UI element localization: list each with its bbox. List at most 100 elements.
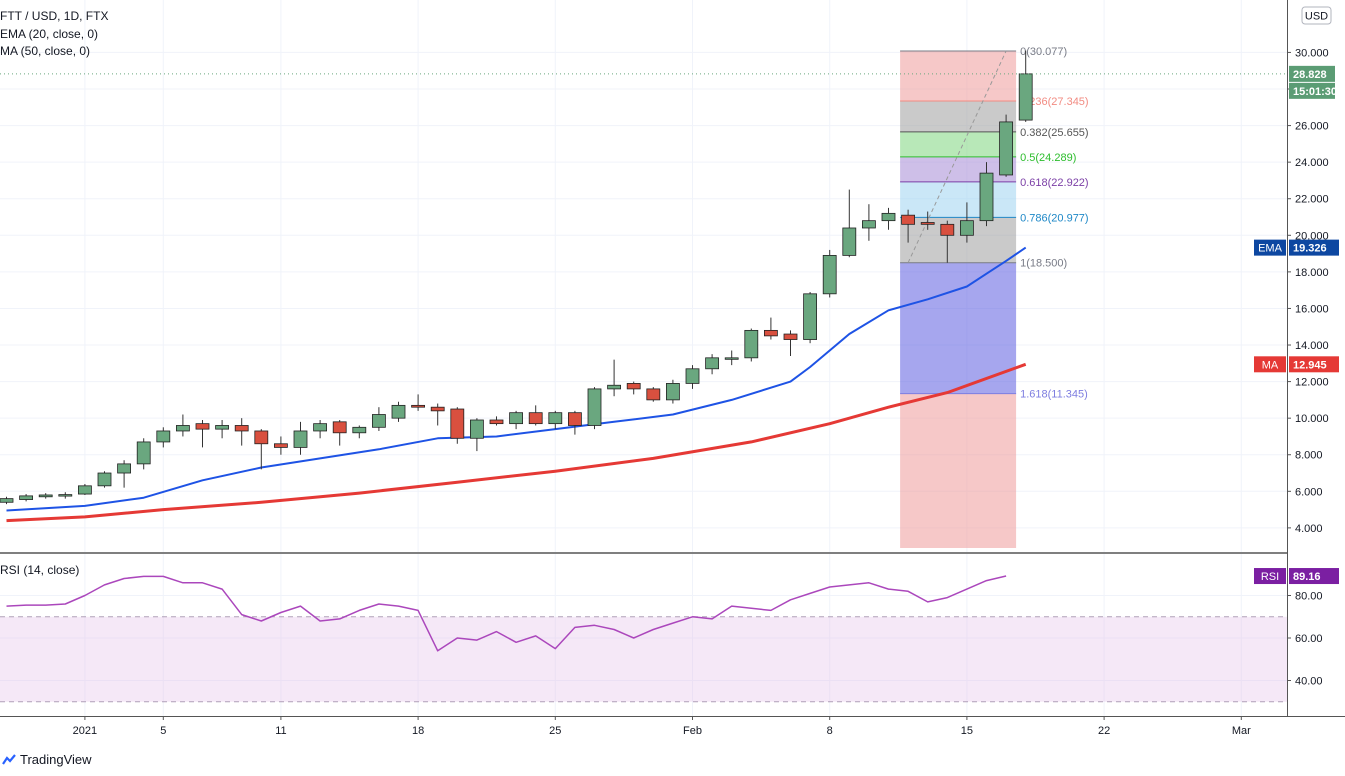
candle-body xyxy=(646,388,661,401)
ma-50-line xyxy=(6,362,1027,523)
candle-up xyxy=(371,407,386,431)
price-tick-label: 20.000 xyxy=(1295,230,1329,242)
ma-badge-value: 12.945 xyxy=(1293,359,1327,371)
candle-body xyxy=(764,329,778,337)
candle-up xyxy=(822,249,837,298)
candle-body xyxy=(901,214,915,225)
candle-body xyxy=(175,425,190,432)
candle-body xyxy=(78,485,92,495)
candle-body xyxy=(411,404,426,408)
price-tick-label: 10.000 xyxy=(1295,413,1329,425)
candle-up xyxy=(469,418,484,452)
time-tick-label: 2021 xyxy=(73,725,97,737)
ma-badge-value-box xyxy=(1289,356,1339,373)
fib-zone xyxy=(900,100,1017,132)
candle-up xyxy=(862,204,876,241)
candle-up xyxy=(38,493,53,499)
candle-body xyxy=(254,430,269,445)
price-tick-label: 24.000 xyxy=(1295,157,1329,169)
candle-down xyxy=(646,387,661,402)
candle-down xyxy=(430,403,445,426)
candle-up xyxy=(607,359,621,397)
candle-up xyxy=(666,379,680,404)
ema-badge-value-box xyxy=(1289,239,1339,256)
candle-body xyxy=(685,368,700,384)
countdown-badge-text: 15:01:30 xyxy=(1293,86,1337,98)
time-tick-label: 22 xyxy=(1098,725,1110,737)
candle-body xyxy=(822,255,837,295)
candle-body xyxy=(313,423,328,432)
ema-badge-label-box xyxy=(1254,239,1286,256)
price-tick-label: 4.000 xyxy=(1295,523,1323,535)
candle-body xyxy=(666,383,680,401)
candle-up xyxy=(803,291,817,344)
price-tick-label: 6.000 xyxy=(1295,486,1323,498)
candle-body xyxy=(744,329,759,359)
candle-body xyxy=(724,357,739,360)
last-price-badge: 28.828 xyxy=(1289,65,1335,82)
candle-up xyxy=(744,328,759,362)
ema-badge-value: 19.326 xyxy=(1293,243,1327,255)
fib-level-label: 1(18.500) xyxy=(1020,258,1067,270)
candle-body xyxy=(352,426,367,434)
price-tick-label: 26.000 xyxy=(1295,121,1329,133)
candle-body xyxy=(881,212,896,222)
fib-level-label: 0.236(27.345) xyxy=(1020,96,1089,108)
candle-body xyxy=(626,383,641,390)
fib-zone xyxy=(900,217,1017,263)
rsi-tick-label: 40.00 xyxy=(1295,676,1323,688)
ma-badge-label: MA xyxy=(1262,359,1279,371)
candle-body xyxy=(293,430,308,448)
candle-up xyxy=(979,162,994,227)
candle-body xyxy=(156,430,171,443)
candle-body xyxy=(391,404,406,419)
candle-body xyxy=(568,412,582,426)
candle-body xyxy=(469,419,484,439)
currency-box xyxy=(1301,6,1332,25)
candle-body xyxy=(862,220,876,229)
candle-body xyxy=(587,388,602,426)
candle-body xyxy=(999,121,1013,176)
candle-down xyxy=(568,410,582,435)
candle-body xyxy=(450,408,465,439)
candle-body xyxy=(528,412,543,425)
candle-body xyxy=(117,463,131,474)
ema-badge: EMA 19.326 xyxy=(1254,239,1339,256)
candle-body xyxy=(234,425,249,432)
fib-level-label: 0(30.077) xyxy=(1020,46,1067,58)
candle-up xyxy=(881,207,896,230)
time-tick-label: 25 xyxy=(549,725,561,737)
candle-up xyxy=(391,401,406,422)
tradingview-logo-icon xyxy=(2,753,16,765)
candle-up xyxy=(293,421,308,455)
fib-zone xyxy=(900,393,1017,548)
rsi-legend[interactable]: RSI (14, close) xyxy=(0,563,80,577)
candle-down xyxy=(901,209,915,243)
candle-down xyxy=(195,419,210,448)
currency-badge[interactable]: USD xyxy=(1301,6,1332,25)
fib-zone xyxy=(900,51,1017,101)
candle-down xyxy=(450,407,465,444)
fib-zone xyxy=(900,181,1017,218)
price-tick-label: 18.000 xyxy=(1295,267,1329,279)
candle-up xyxy=(509,410,524,430)
candle-up xyxy=(548,410,563,430)
currency-label: USD xyxy=(1305,11,1328,23)
candle-body xyxy=(979,172,994,222)
ma-legend[interactable]: MA (50, close, 0) xyxy=(0,44,91,58)
price-tick-label: 16.000 xyxy=(1295,303,1329,315)
fibonacci-retracement: 0(30.077) 0.236(27.345) 0.382(25.655) 0.5(2… xyxy=(900,46,1089,548)
candle-down xyxy=(489,416,504,426)
candle-up xyxy=(156,427,171,448)
symbol-legend[interactable]: FTT / USD, 1D, FTX xyxy=(0,9,109,23)
candle-up xyxy=(136,438,151,470)
candle-up xyxy=(705,354,719,375)
price-tick-label: 14.000 xyxy=(1295,340,1329,352)
ema-legend[interactable]: EMA (20, close, 0) xyxy=(0,27,99,41)
candle-down xyxy=(783,330,798,356)
tradingview-watermark[interactable]: TradingView xyxy=(2,752,92,767)
candle-body xyxy=(371,414,386,428)
fib-zone xyxy=(900,156,1017,182)
ema-20-line xyxy=(6,246,1027,512)
